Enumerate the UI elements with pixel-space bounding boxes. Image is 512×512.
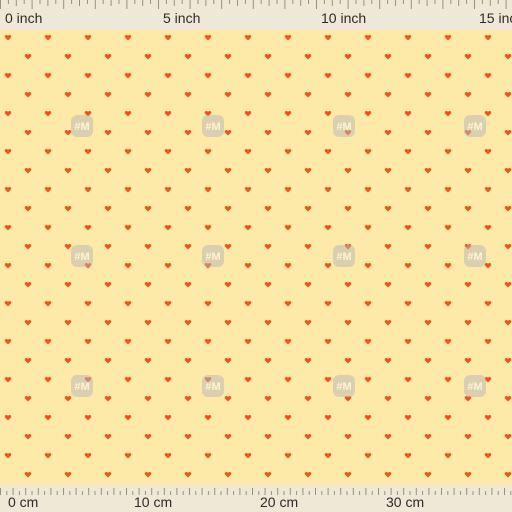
logo-text: #M xyxy=(205,251,220,263)
logo-badge xyxy=(464,115,486,137)
inch-label: 15 inch xyxy=(479,10,512,26)
logo-badge xyxy=(333,115,355,137)
cm-label: 0 cm xyxy=(8,494,38,510)
inch-label: 10 inch xyxy=(321,10,366,26)
logo-text: #M xyxy=(205,121,220,133)
logo-badge xyxy=(202,245,224,267)
logo-badge xyxy=(464,245,486,267)
logo-text: #M xyxy=(74,121,89,133)
logo-text: #M xyxy=(205,381,220,393)
logo-text: #M xyxy=(74,381,89,393)
logo-text: #M xyxy=(467,381,482,393)
logo-badge xyxy=(464,375,486,397)
cm-ticks xyxy=(0,485,512,495)
inch-ticks xyxy=(0,0,512,10)
logo-text: #M xyxy=(467,251,482,263)
logo-badge xyxy=(202,375,224,397)
cm-label: 30 cm xyxy=(386,494,424,510)
watermarks: #M #M #M #M #M #M #M #M #M #M #M #M xyxy=(71,115,486,397)
logo-badge xyxy=(71,375,93,397)
logo-badge xyxy=(202,115,224,137)
logo-text: #M xyxy=(336,251,351,263)
logo-badge xyxy=(333,375,355,397)
logo-badge xyxy=(71,115,93,137)
logo-text: #M xyxy=(74,251,89,263)
logo-badge xyxy=(333,245,355,267)
logo-text: #M xyxy=(336,381,351,393)
logo-text: #M xyxy=(467,121,482,133)
inch-label: 0 inch xyxy=(5,10,42,26)
inch-label: 5 inch xyxy=(163,10,200,26)
cm-label: 20 cm xyxy=(260,494,298,510)
logo-text: #M xyxy=(336,121,351,133)
logo-badge xyxy=(71,245,93,267)
cm-label: 10 cm xyxy=(134,494,172,510)
